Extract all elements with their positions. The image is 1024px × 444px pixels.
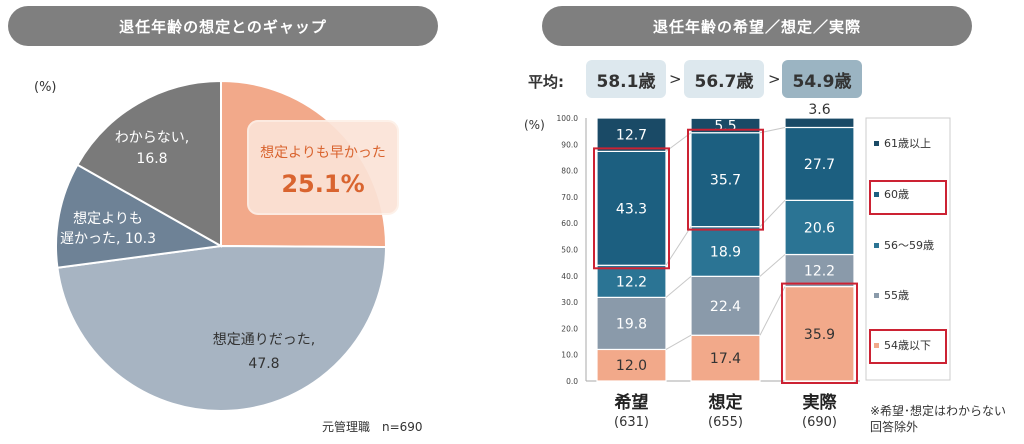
bar-segment xyxy=(784,126,855,201)
bar-segment xyxy=(690,275,761,336)
highlight-hope-60 xyxy=(593,147,670,270)
pie-slice-1 xyxy=(56,244,388,412)
footnote-line2: 回答除外 xyxy=(870,420,919,434)
bar-segment xyxy=(690,334,761,382)
pie-label-asplanned: 想定通りだった, xyxy=(213,332,315,348)
legend-label: 55歳 xyxy=(884,289,909,302)
pie-label-early: 想定よりも早かった xyxy=(260,145,386,161)
y-tick-label: 40.0 xyxy=(561,272,578,281)
bar-segment xyxy=(784,117,855,129)
average-label: 平均: xyxy=(528,73,564,91)
bar-segment xyxy=(784,253,855,288)
bar-value-label: 12.7 xyxy=(616,128,647,144)
legend-label: 60歳 xyxy=(884,188,909,201)
pie-label-unknown: わからない, xyxy=(115,130,189,146)
average-separator: > xyxy=(669,70,682,88)
bar-value-label: 20.6 xyxy=(804,220,835,236)
bar-value-label: 12.0 xyxy=(616,358,647,374)
bar-value-label: 12.2 xyxy=(804,264,835,280)
legend-swatch xyxy=(874,141,879,146)
average-expected: 56.7歳 xyxy=(684,60,764,98)
average-actual: 54.9歳 xyxy=(782,60,862,98)
pie-label-late: 想定よりも xyxy=(73,211,143,227)
pie-callout-box xyxy=(247,120,399,215)
highlight-expected-60 xyxy=(687,128,764,231)
bar-value-label: 43.3 xyxy=(616,201,647,217)
sample-note: 元管理職 n=690 xyxy=(322,420,423,434)
connector-line xyxy=(759,286,786,336)
y-tick-label: 100.0 xyxy=(557,114,579,123)
legend-highlight-54minus xyxy=(869,329,947,364)
y-tick-label: 0.0 xyxy=(566,377,578,386)
legend-swatch xyxy=(874,293,879,298)
bar-value-label: 27.7 xyxy=(804,157,835,173)
pie-slice-2 xyxy=(55,163,225,269)
bar-segment xyxy=(596,348,667,382)
pie-value-late: 遅かった, 10.3 xyxy=(60,231,156,247)
bar-segment xyxy=(690,226,761,277)
bar-segment xyxy=(784,199,855,256)
pie-unit-label: (%) xyxy=(34,80,57,95)
pie-slice-3 xyxy=(76,79,222,248)
connector-line xyxy=(665,275,692,298)
pie-panel-title: 退任年齢の想定とのギャップ xyxy=(8,6,438,46)
y-tick-label: 60.0 xyxy=(561,219,578,228)
category-label: 想定 xyxy=(709,392,743,413)
footnote-line1: ※希望･想定はわからない xyxy=(870,404,1007,418)
average-separator: > xyxy=(768,70,781,88)
bar-segment xyxy=(596,150,667,266)
category-label: 実際 xyxy=(803,392,838,413)
bar-value-label: 3.6 xyxy=(808,102,830,118)
connector-line xyxy=(759,199,786,227)
bar-value-label: 35.9 xyxy=(804,327,835,343)
bar-value-label: 17.4 xyxy=(710,351,741,367)
legend-swatch xyxy=(874,343,879,348)
connector-line xyxy=(665,334,692,350)
y-tick-label: 10.0 xyxy=(561,351,578,360)
bar-panel-title: 退任年齢の希望／想定／実際 xyxy=(542,6,972,46)
y-tick-label: 20.0 xyxy=(561,324,578,333)
legend-swatch xyxy=(874,192,879,197)
bar-segment xyxy=(596,296,667,351)
bar-value-label: 19.8 xyxy=(616,316,647,332)
bar-value-label: 22.4 xyxy=(710,299,741,315)
bar-value-label: 35.7 xyxy=(710,173,741,189)
connector-line xyxy=(759,126,786,134)
legend-box xyxy=(865,117,951,381)
bar-segment xyxy=(784,285,855,382)
pie-value-unknown: 16.8 xyxy=(136,151,167,167)
connector-line xyxy=(665,132,692,152)
bar-value-label: 18.9 xyxy=(710,244,741,260)
legend-label: 56～59歳 xyxy=(884,239,934,252)
y-tick-label: 80.0 xyxy=(561,167,578,176)
connector-line xyxy=(665,226,692,266)
y-tick-label: 30.0 xyxy=(561,298,578,307)
pie-value-asplanned: 47.8 xyxy=(248,356,279,372)
category-label: 希望 xyxy=(615,392,649,413)
average-hope: 58.1歳 xyxy=(586,60,666,98)
pie-value-early: 25.1% xyxy=(281,170,364,198)
category-count: (690) xyxy=(802,415,837,430)
y-tick-label: 50.0 xyxy=(561,246,578,255)
bar-segment xyxy=(690,132,761,228)
bar-segment xyxy=(596,264,667,298)
bar-value-label: 12.2 xyxy=(616,274,647,290)
legend-highlight-60 xyxy=(869,180,947,215)
bar-unit-label: (%) xyxy=(524,118,545,132)
category-count: (655) xyxy=(708,415,743,430)
bar-segment xyxy=(596,117,667,153)
legend-swatch xyxy=(874,243,879,248)
legend-label: 54歳以下 xyxy=(884,339,931,352)
y-tick-label: 90.0 xyxy=(561,140,578,149)
y-tick-label: 70.0 xyxy=(561,193,578,202)
legend-label: 61歳以上 xyxy=(884,137,931,150)
highlight-actual-54minus xyxy=(781,282,858,385)
category-count: (631) xyxy=(614,415,649,430)
bar-value-label: 5.5 xyxy=(714,118,736,134)
connector-line xyxy=(759,254,786,277)
